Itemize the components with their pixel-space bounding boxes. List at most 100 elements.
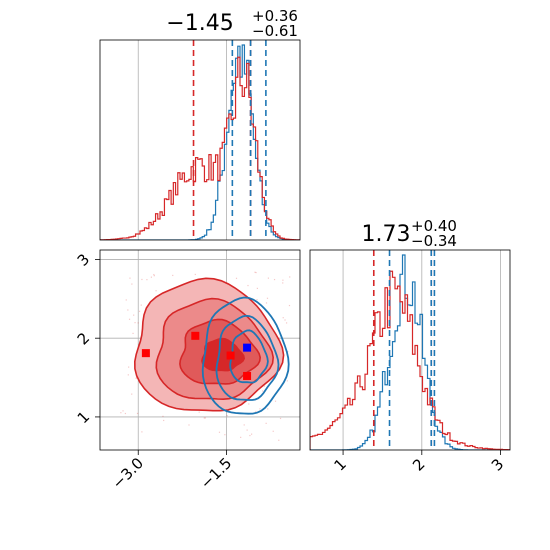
- scatter-dot: [140, 304, 142, 306]
- blue-hist-group-2: [310, 254, 510, 450]
- hist-panel-param-2: 1 2 3 1.73 +0.40 −0.34: [309, 217, 511, 475]
- scatter-dot: [265, 422, 267, 424]
- scatter-dot: [127, 374, 129, 376]
- red-marker-2: [226, 351, 235, 360]
- scatter-dot: [153, 275, 155, 277]
- ticks-param-2: 1 2 3: [330, 450, 507, 475]
- scatter-dot: [248, 403, 250, 405]
- scatter-dot: [218, 431, 221, 433]
- scatter-dot: [263, 385, 265, 387]
- scatter-dot: [134, 322, 136, 324]
- title-param-1: −1.45: [166, 11, 233, 36]
- scatter-dot: [255, 410, 257, 413]
- scatter-dot: [282, 317, 284, 319]
- scatter-dot: [204, 417, 206, 419]
- scatter-dot: [249, 434, 251, 437]
- title-param-1-upper: +0.36: [252, 7, 298, 25]
- scatter-dot: [137, 322, 139, 324]
- scatter-dot: [135, 377, 137, 380]
- title-param-2-lower: −0.34: [411, 232, 457, 250]
- scatter-dot: [163, 419, 165, 422]
- x-tick-label-1: 2: [409, 455, 428, 474]
- scatter-dot: [124, 412, 127, 415]
- scatter-dot: [150, 276, 153, 278]
- scatter-dot: [153, 273, 155, 276]
- scatter-dot: [282, 279, 284, 281]
- scatter-dot: [273, 278, 276, 281]
- scatter-dot: [235, 277, 238, 279]
- title-param-2: 1.73: [362, 222, 411, 247]
- red-marker-0: [141, 349, 150, 358]
- scatter-dot: [128, 318, 131, 320]
- scatter-dot: [138, 310, 141, 312]
- scatter-dot: [240, 436, 242, 438]
- blue-histogram-param-2: [310, 254, 510, 450]
- scatter-dot: [254, 271, 256, 273]
- scatter-dot: [279, 417, 282, 420]
- y-tick-label-1: 2: [74, 329, 93, 348]
- scatter-dot: [141, 431, 143, 433]
- blue-marker: [243, 343, 252, 352]
- title-param-2-upper: +0.40: [411, 217, 457, 235]
- scatter-dot: [226, 415, 228, 417]
- scatter-dot: [129, 277, 131, 279]
- grid-lines-param-2: [342, 250, 501, 450]
- scatter-dot: [287, 351, 289, 353]
- x-tick-label-0: −3.0: [109, 454, 147, 492]
- scatter-dot: [120, 412, 122, 414]
- scatter-dot: [146, 279, 148, 281]
- red-marker-1: [191, 331, 200, 340]
- quantile-lines-param-1: [192, 40, 267, 240]
- scatter-dot: [133, 314, 135, 316]
- scatter-dot: [128, 366, 130, 368]
- title-param-1-lower: −0.61: [252, 22, 298, 40]
- blue-hist-group: [100, 44, 300, 240]
- red-hist-group: [100, 56, 300, 240]
- y-tick-label-0: 1: [74, 408, 93, 427]
- y-tick-label-2: 3: [74, 250, 93, 269]
- axes-frame-param-2: [309, 249, 511, 451]
- scatter-dot: [188, 424, 190, 426]
- red-histogram-param-1: [100, 56, 300, 240]
- scatter-dot: [141, 278, 143, 281]
- scatter-dot: [286, 380, 288, 382]
- scatter-dot: [135, 376, 138, 379]
- x-tick-label-1: −1.5: [197, 454, 235, 492]
- scatter-dot: [284, 319, 286, 321]
- blue-histogram-param-1: [100, 44, 300, 240]
- x-tick-label-2: 3: [488, 455, 507, 474]
- axes-frame-param-1: [99, 39, 301, 241]
- scatter-dot: [251, 433, 253, 435]
- scatter-dot: [172, 274, 174, 277]
- scatter-dot: [132, 332, 134, 335]
- scatter-dot: [122, 410, 124, 412]
- red-histogram-param-2: [310, 270, 510, 450]
- scatter-dot: [262, 390, 264, 392]
- scatter-dot: [285, 322, 288, 324]
- scatter-dot: [162, 415, 164, 417]
- blue-contour-mid: [215, 314, 280, 401]
- scatter-dot: [267, 408, 269, 410]
- scatter-dot: [155, 290, 157, 292]
- axes-frame-2d: [99, 249, 301, 451]
- scatter-dot: [255, 271, 257, 274]
- red-hist-group-2: [310, 270, 510, 450]
- scatter-dot: [224, 434, 226, 436]
- scatter-dot: [266, 297, 269, 299]
- hist-panel-param-1: −1.45 +0.36 −0.61: [99, 7, 301, 241]
- scatter-dot: [243, 424, 245, 426]
- scatter-dot: [288, 304, 291, 307]
- blue-contour-outer: [201, 296, 290, 415]
- scatter-dot: [274, 400, 277, 402]
- scatter-dot: [272, 430, 274, 432]
- scatter-dot: [267, 277, 270, 279]
- scatter-dot: [131, 283, 133, 285]
- scatter-dot: [247, 284, 249, 287]
- x-tick-label-0: 1: [330, 455, 349, 474]
- scatter-dot: [278, 439, 280, 441]
- scatter-dot: [136, 412, 139, 415]
- scatter-dot: [282, 282, 284, 284]
- quantile-lines-param-2: [372, 250, 436, 450]
- scatter-dot: [246, 429, 248, 431]
